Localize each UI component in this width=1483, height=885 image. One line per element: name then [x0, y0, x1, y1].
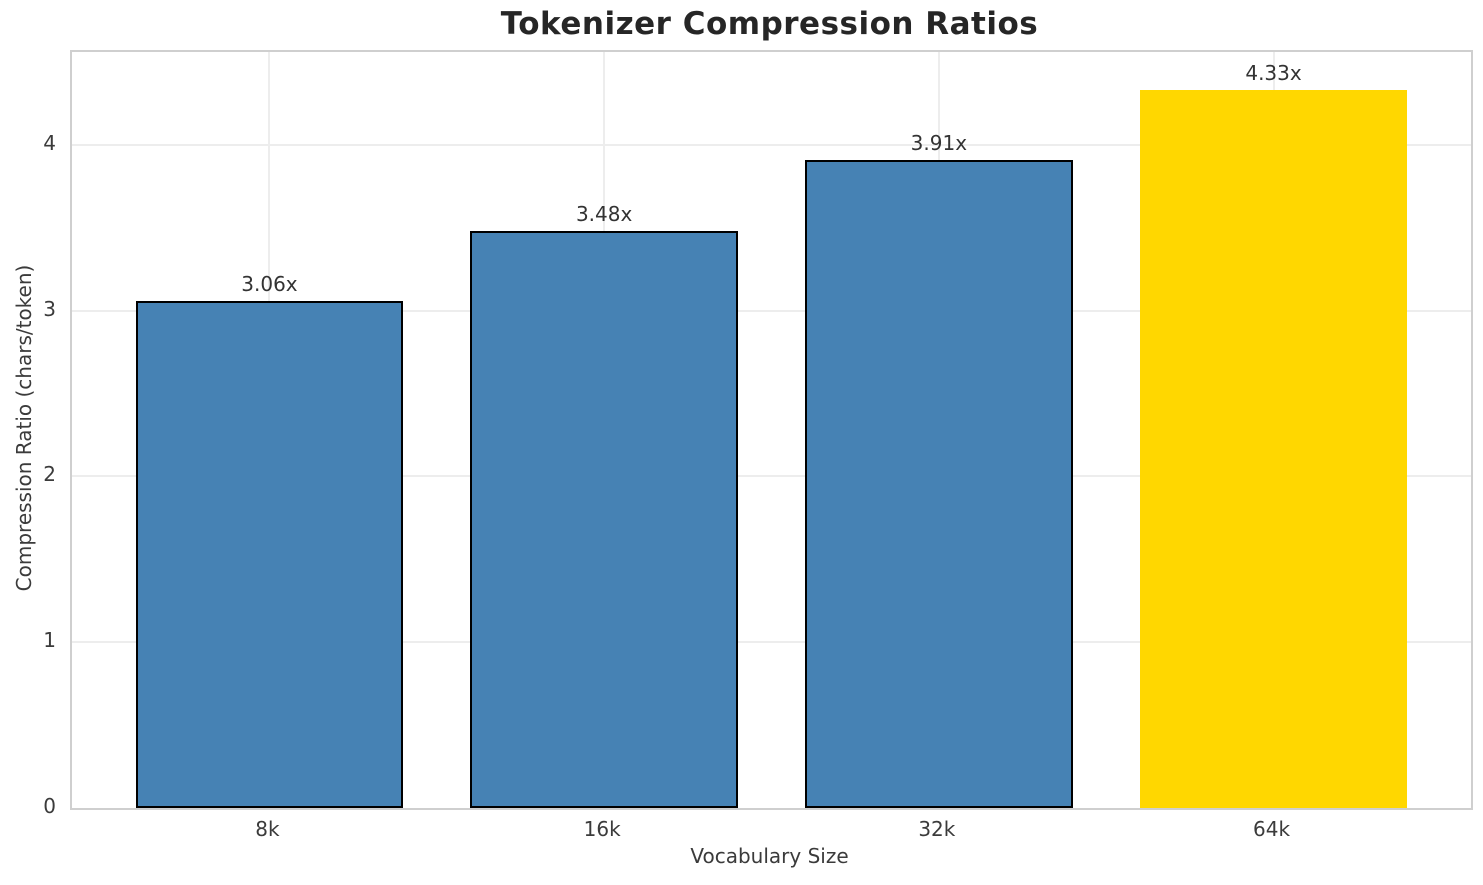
bar-value-label: 3.91x: [910, 130, 968, 155]
x-tick-label: 64k: [1253, 817, 1291, 841]
bar-16k: [470, 231, 739, 808]
y-tick-label: 2: [43, 462, 56, 487]
bar-8k: [135, 300, 404, 808]
h-gridline: [72, 309, 1471, 312]
bar-32k: [804, 159, 1073, 808]
y-tick-label: 1: [43, 628, 56, 653]
h-gridline: [72, 143, 1471, 146]
bar-64k: [1139, 90, 1408, 808]
x-tick-label: 8k: [255, 817, 280, 841]
y-tick-label: 3: [43, 296, 56, 321]
bar-value-label: 3.06x: [241, 271, 298, 296]
x-tick-label: 32k: [918, 817, 956, 841]
y-tick-label: 0: [43, 794, 56, 818]
h-gridline: [72, 475, 1471, 478]
chart-title: Tokenizer Compression Ratios: [500, 6, 1039, 42]
x-tick-label: 16k: [583, 817, 621, 841]
x-axis-label: Vocabulary Size: [690, 844, 849, 868]
bar-value-label: 4.33x: [1245, 61, 1302, 86]
y-tick-label: 4: [43, 130, 56, 155]
bar-value-label: 3.48x: [575, 202, 633, 227]
plot-area: 3.06x 3.48x 3.91x 4.33x: [70, 50, 1473, 810]
h-gridline: [72, 641, 1471, 644]
